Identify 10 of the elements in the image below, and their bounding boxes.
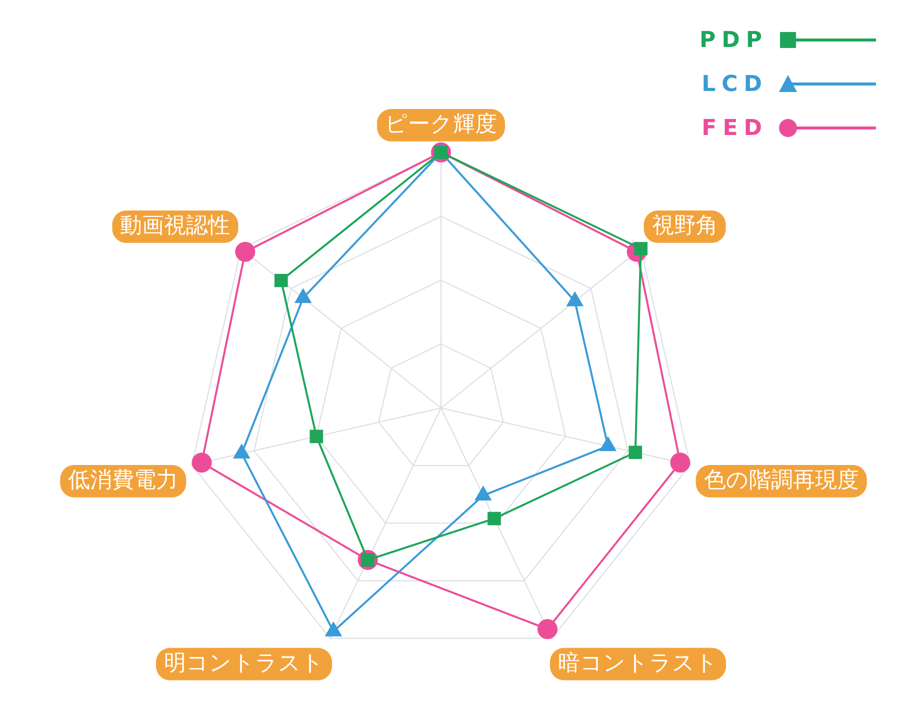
spoke-label: 暗コントラスト [558, 650, 718, 676]
legend-label: LCD [700, 72, 768, 96]
spoke-label: 視野角 [652, 213, 718, 238]
spoke-label: ピーク輝度 [385, 112, 497, 137]
spoke-label: 色の階調再現度 [704, 468, 859, 493]
spoke-label: 明コントラスト [164, 650, 324, 676]
spoke-label: 低消費電力 [68, 468, 178, 493]
legend-label: PDP [698, 28, 768, 52]
legend-label: FED [700, 116, 768, 140]
spoke-label: 動画視認性 [120, 213, 230, 238]
